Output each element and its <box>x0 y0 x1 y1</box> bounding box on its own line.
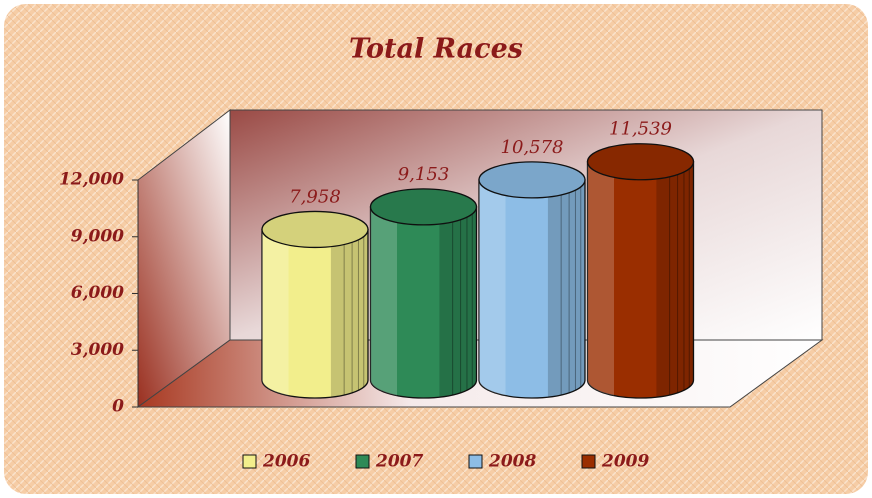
cylinder-highlight <box>370 206 397 396</box>
value-label: 10,578 <box>501 137 564 158</box>
cylinder <box>369 206 478 399</box>
cylinder-shade <box>547 179 585 398</box>
value-label: 9,153 <box>398 164 450 185</box>
legend-label: 2006 <box>262 452 310 472</box>
value-label: 11,539 <box>609 119 672 140</box>
cylinder-shade <box>439 206 477 398</box>
y-tick-label: 12,000 <box>59 170 124 190</box>
cylinder-top <box>586 143 695 181</box>
cylinder-shade <box>330 229 368 398</box>
legend-label: 2009 <box>601 452 649 472</box>
cylinder <box>586 161 695 399</box>
cylinder-top-shade <box>370 188 477 225</box>
cylinder-top <box>478 161 586 199</box>
cylinder-top-shade <box>587 143 694 180</box>
legend-label: 2007 <box>375 452 423 472</box>
cylinder-top <box>261 210 369 249</box>
legend-swatch <box>468 454 483 469</box>
cylinder <box>478 179 586 399</box>
legend-label: 2008 <box>488 452 536 472</box>
legend-swatch <box>581 454 596 469</box>
chart-title: Total Races <box>349 34 523 65</box>
legend-swatch <box>355 454 370 469</box>
y-tick-label: 3,000 <box>71 340 124 360</box>
cylinder-top-shade <box>479 161 585 198</box>
cylinder-shade <box>656 161 694 398</box>
cylinder-highlight <box>587 161 614 396</box>
cylinder-top-shade <box>262 211 368 248</box>
cylinder <box>261 228 369 399</box>
legend-swatch <box>242 454 257 469</box>
y-tick-label: 6,000 <box>71 283 124 303</box>
cylinder-highlight <box>479 179 506 396</box>
value-label: 7,958 <box>289 186 341 207</box>
cylinder-highlight <box>262 229 289 396</box>
y-tick-label: 9,000 <box>71 226 124 246</box>
y-tick-label: 0 <box>112 397 124 417</box>
cylinder-top <box>369 188 478 226</box>
